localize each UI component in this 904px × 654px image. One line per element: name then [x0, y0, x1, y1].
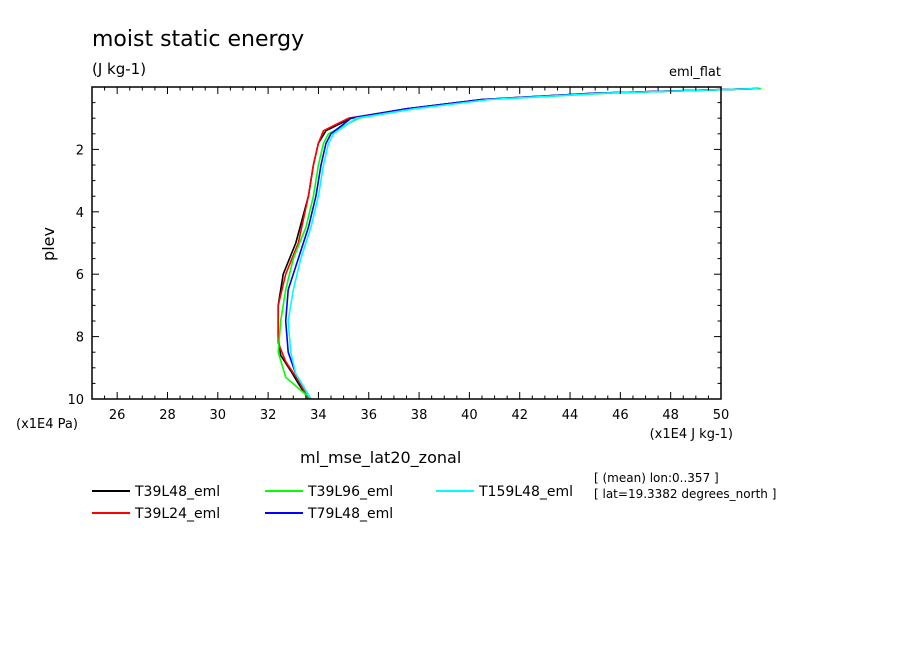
y-tick-label: 8: [76, 331, 84, 346]
legend: T39L48_eml T39L24_eml T39L96_eml T79L48_eml…: [92, 484, 573, 522]
info-line-lat: [ lat=19.3382 degrees_north ]: [594, 487, 776, 501]
series-lines: [277, 87, 762, 399]
x-tick-label: 30: [210, 408, 227, 423]
series-line-T79L48_eml: [284, 87, 759, 399]
x-tick-label: 44: [562, 408, 579, 423]
x-tick-label: 48: [662, 408, 679, 423]
x-tick-label: 38: [411, 408, 428, 423]
x-tick-label: 40: [461, 408, 478, 423]
y-tick-label: 6: [76, 268, 84, 283]
x-tick-label: 28: [159, 408, 176, 423]
x-tick-label: 46: [612, 408, 629, 423]
y-tick-label: 10: [67, 393, 84, 408]
y-tick-label: 2: [76, 143, 84, 158]
y-axis-units: (x1E4 Pa): [16, 417, 78, 432]
series-line-T39L24_eml: [277, 87, 759, 399]
series-line-T39L96_eml: [277, 87, 762, 399]
x-axis-units: (x1E4 J kg-1): [650, 427, 733, 442]
x-tick-label: 32: [260, 408, 277, 423]
legend-label: T79L48_eml: [307, 506, 393, 522]
y-tick-label: 4: [76, 206, 84, 221]
x-tick-label: 26: [109, 408, 126, 423]
chart-units: (J kg-1): [92, 60, 146, 78]
x-tick-label: 42: [511, 408, 528, 423]
x-axis-label: ml_mse_lat20_zonal: [300, 448, 461, 468]
legend-label: T159L48_eml: [478, 484, 573, 500]
experiment-label: eml_flat: [669, 65, 721, 80]
plot-frame: [91, 86, 722, 400]
series-line-T159L48_eml: [287, 87, 759, 399]
legend-label: T39L96_eml: [307, 484, 393, 500]
series-line-T39L48_eml: [277, 87, 759, 399]
x-tick-label: 50: [713, 408, 730, 423]
info-line-lon: [ (mean) lon:0..357 ]: [594, 471, 719, 485]
legend-label: T39L48_eml: [134, 484, 220, 500]
y-axis-label: plev: [39, 227, 58, 261]
x-tick-label: 34: [310, 408, 327, 423]
x-tick-label: 36: [360, 408, 377, 423]
chart-title: moist static energy: [92, 27, 304, 52]
legend-label: T39L24_eml: [134, 506, 220, 522]
